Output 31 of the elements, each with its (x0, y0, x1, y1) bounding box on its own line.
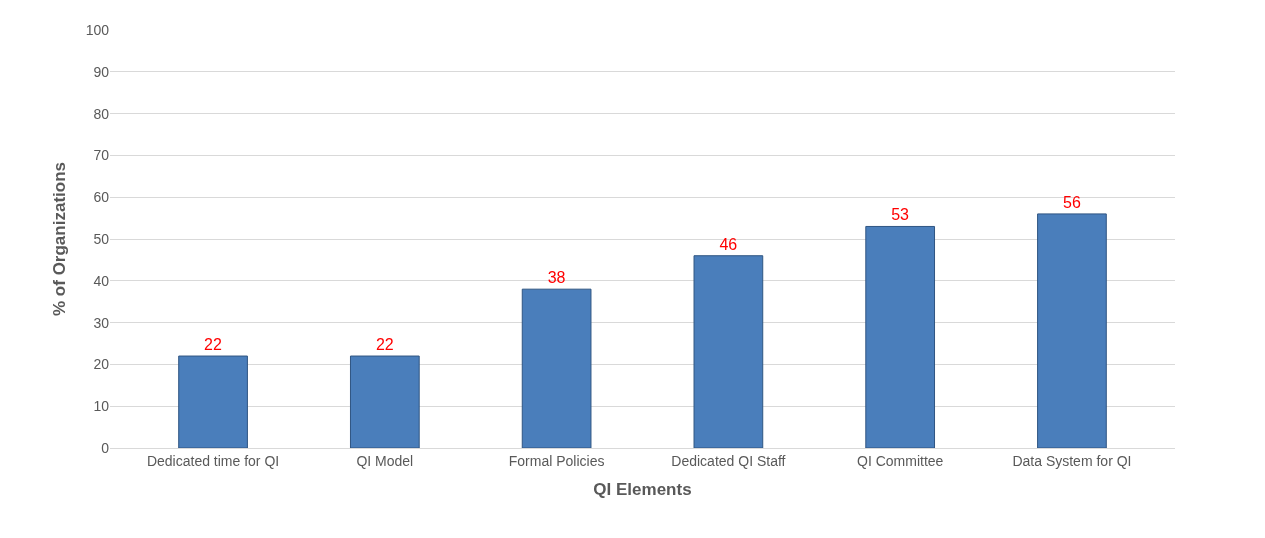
data-label: 46 (719, 235, 738, 253)
y-tick-label: 80 (93, 105, 110, 122)
y-tick-label: 50 (93, 230, 110, 247)
x-tick-label: Dedicated QI Staff (671, 452, 786, 469)
x-tick-label: Data System for QI (1012, 452, 1132, 469)
bar (349, 355, 420, 448)
bar (865, 225, 936, 448)
data-label: 22 (375, 336, 394, 354)
y-tick-label: 20 (93, 356, 110, 373)
data-label: 53 (891, 206, 910, 224)
x-tick-label: Formal Policies (508, 452, 605, 469)
x-tick-label: Dedicated time for QI (146, 452, 280, 469)
y-tick-label: 40 (93, 272, 110, 289)
bar (693, 255, 764, 448)
y-tick-label: 60 (93, 189, 110, 206)
data-label: 22 (204, 336, 223, 354)
y-tick-label: 10 (93, 398, 110, 415)
y-tick-label: 30 (93, 314, 110, 331)
y-tick-label: 70 (93, 147, 110, 164)
y-tick-label: 100 (85, 21, 110, 38)
x-tick-label: QI Model (356, 452, 414, 469)
y-axis-title: % of Organizations (50, 162, 70, 316)
y-tick-label: 0 (101, 439, 110, 456)
bar (521, 288, 592, 448)
x-tick-label: QI Committee (856, 452, 944, 469)
bar (178, 355, 248, 448)
data-label: 56 (1062, 193, 1081, 211)
y-tick-label: 90 (93, 63, 110, 80)
bar (1037, 213, 1107, 448)
data-label: 38 (547, 269, 566, 287)
x-axis-title: QI Elements (593, 480, 692, 500)
